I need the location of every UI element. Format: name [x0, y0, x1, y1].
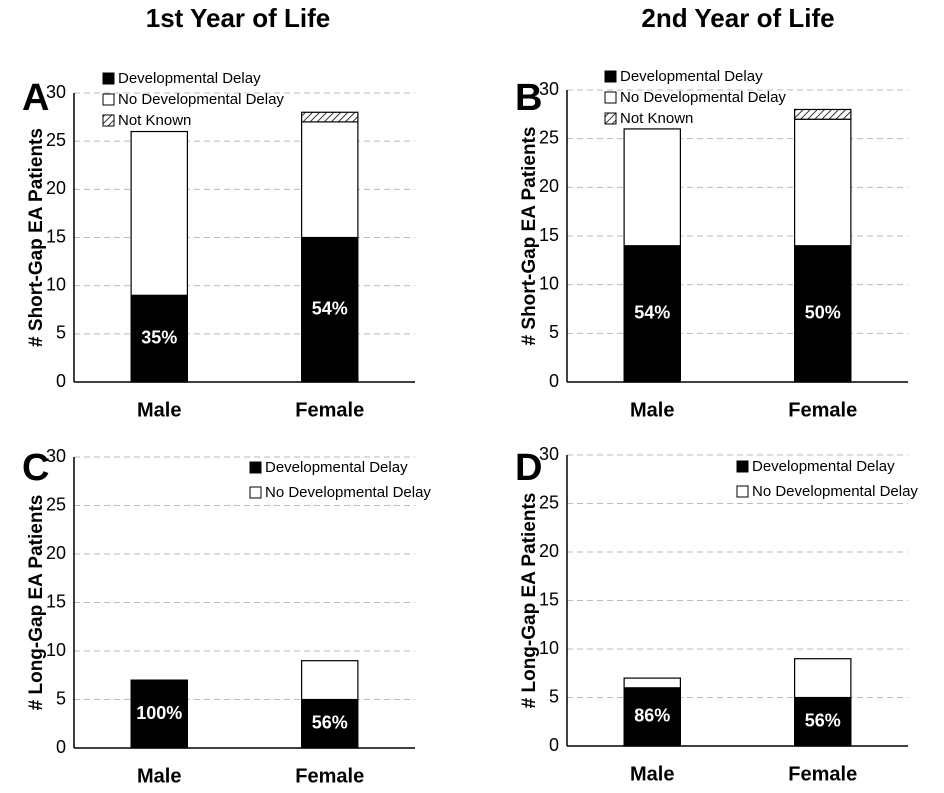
legend-label: No Developmental Delay: [118, 91, 284, 108]
y-tick-label: 20: [46, 178, 66, 198]
bar-segment: [794, 118, 852, 247]
x-tick-label: Male: [137, 765, 181, 787]
percent-label: 100%: [136, 703, 182, 723]
legend-label: No Developmental Delay: [752, 483, 918, 500]
y-tick-label: 10: [539, 273, 559, 293]
x-tick-label: Female: [788, 763, 857, 785]
bar-segment: [623, 677, 681, 689]
percent-label: 56%: [805, 711, 841, 731]
bar-segment: [130, 679, 188, 749]
legend-swatch: [736, 485, 749, 498]
legend-swatch: [604, 112, 617, 125]
legend-swatch: [604, 70, 617, 83]
y-tick-label: 25: [539, 492, 559, 512]
y-tick-label: 10: [539, 638, 559, 658]
x-tick-label: Female: [788, 399, 857, 421]
panel-label: B: [515, 77, 542, 119]
x-tick-label: Male: [630, 399, 674, 421]
column-title: 1st Year of Life: [146, 3, 331, 33]
legend-label: Developmental Delay: [620, 68, 763, 85]
legend-swatch: [249, 486, 262, 499]
bar-segment: [794, 245, 852, 383]
y-tick-label: 10: [46, 274, 66, 294]
y-tick-label: 15: [46, 591, 66, 611]
legend-label: No Developmental Delay: [620, 89, 786, 106]
bar-segment: [623, 128, 681, 247]
x-tick-label: Male: [137, 399, 181, 421]
bar-segment: [301, 660, 359, 701]
bar-segment: [130, 130, 188, 296]
y-tick-label: 0: [56, 737, 66, 757]
y-tick-label: 20: [539, 176, 559, 196]
y-tick-label: 20: [539, 541, 559, 561]
column-title: 2nd Year of Life: [641, 3, 834, 33]
y-tick-label: 5: [549, 322, 559, 342]
y-axis-label: # Short-Gap EA Patients: [26, 128, 47, 347]
legend-label: Developmental Delay: [752, 458, 895, 475]
percent-label: 54%: [634, 303, 670, 323]
y-tick-label: 25: [46, 494, 66, 514]
y-tick-label: 0: [549, 371, 559, 391]
legend-swatch: [102, 93, 115, 106]
x-tick-label: Male: [630, 763, 674, 785]
y-tick-label: 0: [549, 735, 559, 755]
legend-label: Not Known: [118, 112, 191, 129]
bar-segment: [301, 121, 359, 239]
y-tick-label: 30: [539, 444, 559, 464]
y-tick-label: 30: [46, 82, 66, 102]
legend-label: Developmental Delay: [118, 70, 261, 87]
y-tick-label: 25: [539, 127, 559, 147]
y-axis-label: # Long-Gap EA Patients: [519, 493, 540, 709]
x-tick-label: Female: [295, 765, 364, 787]
panel-label: D: [515, 447, 542, 489]
legend-label: Not Known: [620, 110, 693, 127]
legend-label: Developmental Delay: [265, 459, 408, 476]
panel-label: C: [22, 447, 49, 489]
bar-segment: [301, 236, 359, 383]
y-tick-label: 25: [46, 130, 66, 150]
bar-segment: [623, 687, 681, 747]
bar-segment: [301, 698, 359, 749]
legend-swatch: [736, 460, 749, 473]
y-tick-label: 15: [539, 589, 559, 609]
bar-segment: [794, 108, 852, 120]
percent-label: 86%: [634, 706, 670, 726]
y-tick-label: 10: [46, 640, 66, 660]
legend-swatch: [102, 114, 115, 127]
bar-segment: [794, 658, 852, 699]
y-tick-label: 15: [46, 226, 66, 246]
y-tick-label: 0: [56, 371, 66, 391]
legend-swatch: [604, 91, 617, 104]
y-tick-label: 30: [539, 79, 559, 99]
y-tick-label: 30: [46, 446, 66, 466]
percent-label: 54%: [312, 299, 348, 319]
y-tick-label: 5: [56, 323, 66, 343]
bar-segment: [130, 294, 188, 383]
y-axis-label: # Short-Gap EA Patients: [519, 127, 540, 346]
legend-swatch: [102, 72, 115, 85]
percent-label: 35%: [141, 327, 177, 347]
percent-label: 50%: [805, 303, 841, 323]
y-tick-label: 5: [56, 688, 66, 708]
y-tick-label: 5: [549, 686, 559, 706]
legend-label: No Developmental Delay: [265, 484, 431, 501]
panel-label: A: [22, 77, 49, 119]
y-axis-label: # Long-Gap EA Patients: [26, 495, 47, 711]
percent-label: 56%: [312, 713, 348, 733]
y-tick-label: 15: [539, 225, 559, 245]
x-tick-label: Female: [295, 399, 364, 421]
bar-segment: [301, 111, 359, 123]
legend-swatch: [249, 461, 262, 474]
y-tick-label: 20: [46, 543, 66, 563]
